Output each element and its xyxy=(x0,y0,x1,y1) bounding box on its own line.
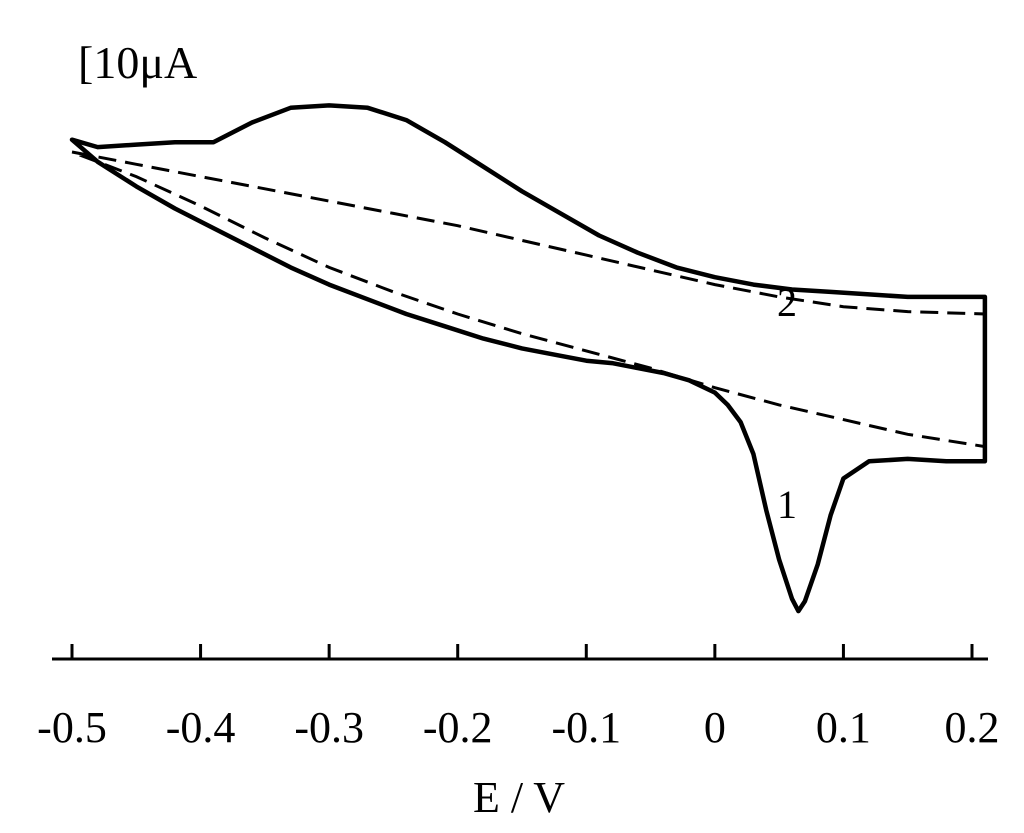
x-tick-label: -0.3 xyxy=(294,703,364,752)
series-1-line xyxy=(69,103,988,614)
x-axis-title: E / V xyxy=(473,773,565,822)
x-tick-label: -0.5 xyxy=(37,703,107,752)
series-2-label: 2 xyxy=(777,280,797,325)
x-axis: -0.5 -0.4 -0.3 -0.2 -0.1 0 0.1 0.2 E / V xyxy=(37,644,1000,822)
x-tick-label: 0 xyxy=(704,703,726,752)
series-2-line xyxy=(71,150,987,449)
x-tick-label: 0.2 xyxy=(945,703,1000,752)
x-tick-label: -0.1 xyxy=(551,703,621,752)
x-axis-ticks: -0.5 -0.4 -0.3 -0.2 -0.1 0 0.1 0.2 xyxy=(37,644,1000,752)
plot-area: 1 2 xyxy=(69,103,988,614)
x-tick-label: 0.1 xyxy=(816,703,871,752)
series-1-label: 1 xyxy=(777,482,797,527)
x-tick-label: -0.2 xyxy=(423,703,493,752)
current-scale-bar-label: [10μA xyxy=(78,37,197,88)
x-tick-label: -0.4 xyxy=(166,703,236,752)
